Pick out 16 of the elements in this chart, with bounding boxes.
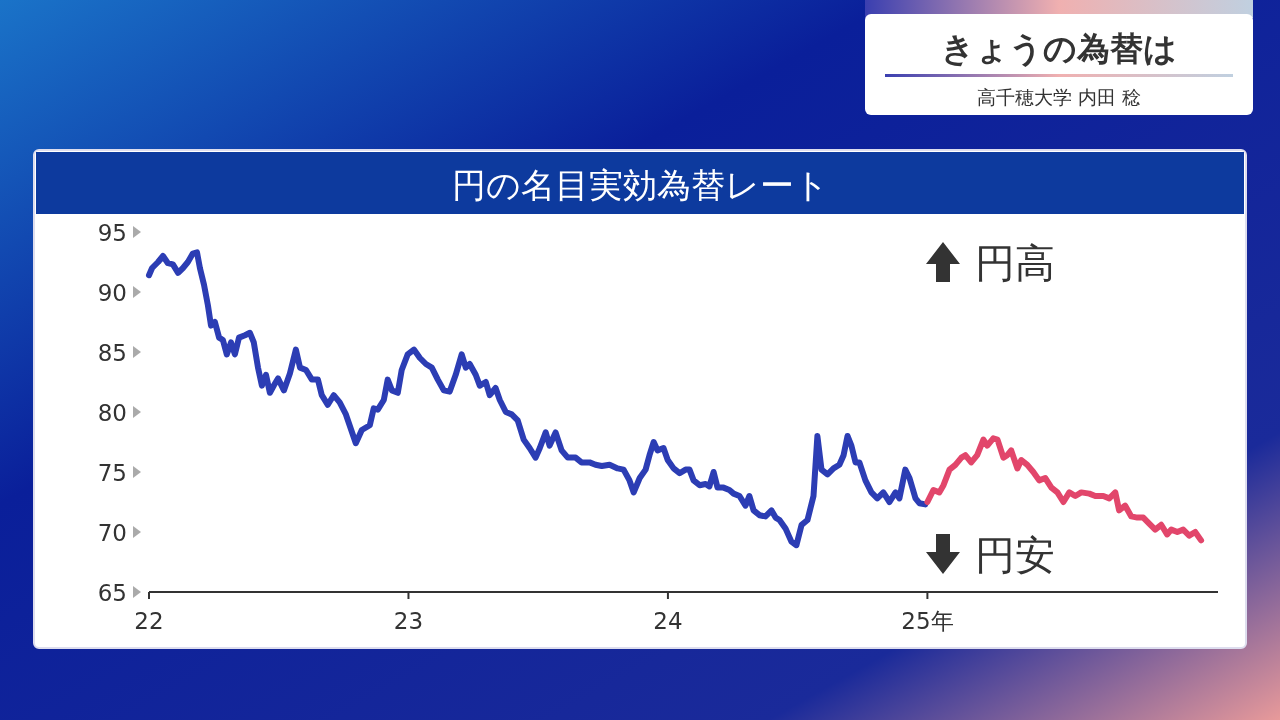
y-tick-label: 80 <box>97 400 127 426</box>
text: きょうの為替は <box>941 29 1177 68</box>
text: 高千穂大学 内田 稔 <box>976 86 1142 108</box>
x-tick-label: 24 <box>653 608 683 634</box>
x-tick-label: 23 <box>393 608 424 634</box>
y-tick-label: 95 <box>97 220 127 246</box>
y-tick-label: 70 <box>97 520 127 546</box>
y-tick-label: 85 <box>97 340 127 366</box>
x-tick-label: 25年 <box>901 608 954 634</box>
x-tick-label: 22 <box>134 608 164 634</box>
annotation: 円安 <box>975 532 1055 578</box>
y-tick-label: 90 <box>97 280 127 306</box>
y-tick-label: 75 <box>97 460 127 486</box>
chart-title: 円の名目実効為替レート <box>451 165 829 205</box>
annotation: 円高 <box>975 240 1055 286</box>
y-tick-label: 65 <box>97 580 127 606</box>
